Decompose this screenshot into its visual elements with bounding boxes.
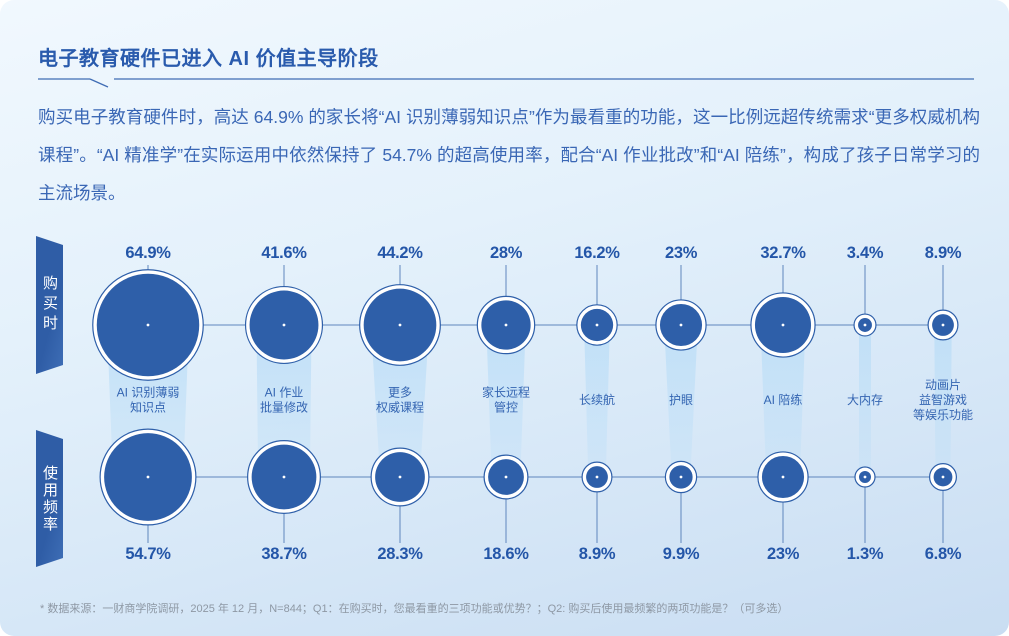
category-label-4: 长续航 bbox=[579, 392, 615, 407]
bubble-center-dot bbox=[679, 475, 683, 479]
row-label-usage-text: 使用频率 bbox=[41, 464, 58, 533]
bubble-ring bbox=[581, 461, 613, 493]
bubble-ring bbox=[757, 451, 809, 503]
value-label-usage-1: 38.7% bbox=[261, 545, 307, 563]
bubble-center-dot bbox=[941, 323, 945, 327]
bubble-center-dot bbox=[781, 323, 785, 327]
footnote: * 数据来源：一财商学院调研，2025 年 12 月，N=844；Q1：在购买时… bbox=[40, 603, 789, 615]
value-label-purchase-2: 44.2% bbox=[377, 244, 423, 262]
bubble-ring bbox=[750, 292, 816, 358]
value-label-usage-4: 8.9% bbox=[579, 545, 616, 563]
row-label-purchase-text: 购买时 bbox=[41, 275, 58, 335]
bubble-chart: 64.9% 41.6% 44.2% 28% 16.2% 23% 32.7% 3.4% 8.9% 5… bbox=[92, 244, 973, 563]
value-label-purchase-3: 28% bbox=[490, 244, 523, 262]
value-label-purchase-1: 41.6% bbox=[261, 244, 307, 262]
bubble-ring bbox=[483, 454, 529, 500]
bubble-center-dot bbox=[595, 323, 599, 327]
category-label-6: AI 陪练 bbox=[764, 392, 803, 407]
bubble-ring bbox=[853, 313, 877, 337]
value-label-usage-3: 18.6% bbox=[483, 545, 529, 563]
bubble-ring bbox=[664, 460, 698, 494]
category-label-7: 大内存 bbox=[847, 393, 883, 407]
bubble-ring bbox=[854, 466, 876, 488]
category-label-2: 更多权威课程 bbox=[376, 386, 424, 415]
column-band bbox=[256, 325, 312, 477]
column-band bbox=[934, 325, 952, 477]
bubble-ring bbox=[655, 299, 707, 351]
category-label-3: 家长远程管控 bbox=[482, 385, 530, 415]
bubble-center-dot bbox=[398, 475, 402, 479]
bubble-center-dot bbox=[398, 323, 402, 327]
column-band bbox=[859, 325, 871, 477]
bubble-center-dot bbox=[146, 475, 150, 479]
row-label-purchase: 购买时 bbox=[36, 236, 63, 374]
bubble-ring bbox=[92, 269, 204, 381]
column-band bbox=[664, 325, 698, 477]
column-band bbox=[760, 325, 806, 477]
bubble-ring bbox=[370, 447, 430, 507]
category-label-8: 动画片益智游戏等娱乐功能 bbox=[913, 378, 973, 422]
bubble-ring bbox=[244, 285, 324, 365]
category-label-1: AI 作业批量修改 bbox=[260, 386, 308, 415]
column-band bbox=[584, 325, 610, 477]
bubble-center-dot bbox=[282, 475, 286, 479]
bubble-center-dot bbox=[679, 323, 683, 327]
value-label-usage-2: 28.3% bbox=[377, 545, 423, 563]
bubble-ring bbox=[99, 428, 197, 526]
value-label-purchase-4: 16.2% bbox=[574, 244, 620, 262]
value-label-purchase-0: 64.9% bbox=[125, 244, 171, 262]
value-label-usage-6: 23% bbox=[767, 545, 800, 563]
value-label-usage-7: 1.3% bbox=[847, 545, 884, 563]
page-title: 电子教育硬件已进入 AI 价值主导阶段 bbox=[38, 48, 379, 70]
category-label-5: 护眼 bbox=[669, 393, 693, 407]
column-band bbox=[486, 325, 526, 477]
bubble-center-dot bbox=[282, 323, 286, 327]
value-label-purchase-6: 32.7% bbox=[760, 244, 806, 262]
bubble-center-dot bbox=[595, 475, 599, 479]
value-label-purchase-5: 23% bbox=[665, 244, 698, 262]
bubble-ring bbox=[929, 463, 957, 491]
bubble-center-dot bbox=[504, 323, 508, 327]
intro-paragraph: 购买电子教育硬件时，高达 64.9% 的家长将“AI 识别薄弱知识点”作为最看重… bbox=[38, 107, 980, 203]
bubble-center-dot bbox=[863, 475, 867, 479]
title-underline-decoration bbox=[38, 78, 974, 88]
bubble-center-dot bbox=[863, 323, 867, 327]
bubble-center-dot bbox=[146, 323, 150, 327]
bubble-ring bbox=[576, 304, 618, 346]
bubble-ring bbox=[247, 440, 321, 514]
bubble-center-dot bbox=[941, 475, 945, 479]
row-label-usage: 使用频率 bbox=[36, 430, 63, 567]
bubble-center-dot bbox=[781, 475, 785, 479]
bubble-ring bbox=[476, 295, 536, 355]
value-label-usage-8: 6.8% bbox=[925, 545, 962, 563]
value-label-usage-0: 54.7% bbox=[125, 545, 171, 563]
value-label-usage-5: 9.9% bbox=[663, 545, 700, 563]
bubble-ring bbox=[359, 284, 441, 366]
category-label-0: AI 识别薄弱知识点 bbox=[117, 385, 180, 415]
bubble-center-dot bbox=[504, 475, 508, 479]
value-label-purchase-7: 3.4% bbox=[847, 244, 884, 262]
bubble-ring bbox=[927, 309, 959, 341]
value-label-purchase-8: 8.9% bbox=[925, 244, 962, 262]
